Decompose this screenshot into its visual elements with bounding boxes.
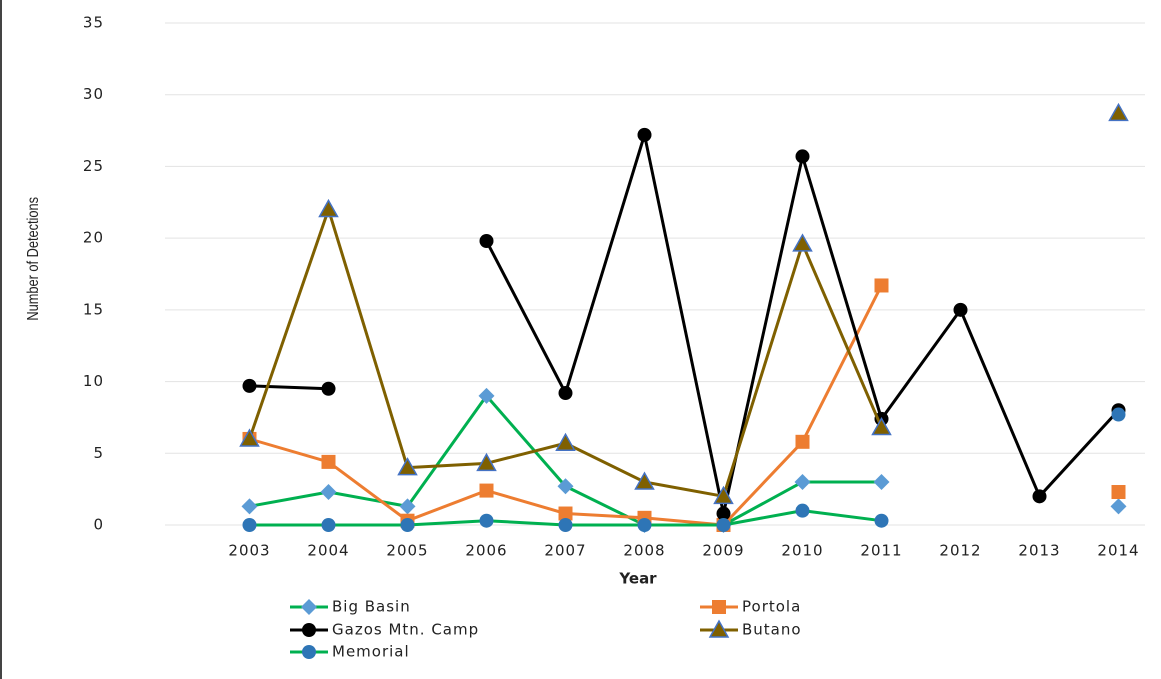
marker (479, 483, 494, 498)
y-tick-label: 25 (83, 157, 104, 175)
legend-marker (708, 619, 730, 638)
marker (242, 518, 257, 532)
y-tick-label: 35 (83, 14, 104, 32)
x-tick-label: 2005 (386, 542, 428, 560)
marker (557, 478, 574, 495)
x-tick-label: 2014 (1097, 542, 1139, 560)
legend-marker (302, 645, 316, 659)
marker (318, 198, 339, 218)
x-tick-label: 2007 (544, 542, 586, 560)
y-tick-label: 15 (83, 300, 104, 318)
marker (558, 386, 573, 401)
marker (321, 381, 336, 396)
legend-marker (712, 600, 726, 614)
legend-label: Memorial (332, 643, 410, 661)
marker (1111, 485, 1126, 500)
series (239, 102, 1129, 505)
marker (953, 302, 968, 317)
marker (558, 506, 573, 521)
y-tick-label: 30 (83, 85, 104, 103)
marker (478, 387, 495, 404)
marker (795, 434, 810, 449)
marker (716, 518, 731, 532)
y-axis-label: Number of Detections (25, 197, 43, 321)
x-axis-label: Year (618, 570, 657, 588)
y-tick-label: 20 (83, 229, 104, 247)
marker (479, 513, 494, 528)
marker (792, 233, 813, 252)
marker (637, 127, 652, 142)
y-tick-label: 5 (93, 444, 104, 462)
marker (1108, 102, 1129, 122)
y-tick-label: 10 (83, 372, 104, 390)
marker (873, 473, 890, 490)
marker (320, 484, 337, 501)
marker (321, 518, 336, 532)
marker (716, 506, 731, 521)
series (242, 407, 1126, 532)
marker (1032, 489, 1047, 504)
x-tick-label: 2012 (939, 542, 981, 560)
marker (1110, 498, 1127, 515)
x-tick-label: 2003 (228, 542, 270, 560)
x-tick-label: 2009 (702, 542, 744, 560)
legend-label: Butano (742, 621, 802, 639)
x-tick-label: 2013 (1018, 542, 1060, 560)
legend-label: Big Basin (332, 598, 411, 616)
legend-marker (301, 599, 317, 615)
marker (555, 432, 576, 451)
marker (400, 518, 415, 532)
marker (874, 513, 889, 528)
marker (239, 428, 260, 447)
marker (321, 454, 336, 469)
x-tick-label: 2011 (860, 542, 902, 560)
marker (874, 278, 889, 293)
marker (795, 149, 810, 164)
marker (795, 503, 810, 518)
marker (637, 518, 652, 532)
x-tick-label: 2004 (307, 542, 349, 560)
legend-marker (302, 623, 316, 637)
marker (558, 518, 573, 532)
marker (476, 452, 497, 472)
marker (713, 485, 734, 505)
marker (241, 498, 258, 515)
marker (242, 378, 257, 393)
marker (1111, 407, 1126, 422)
y-tick-label: 0 (93, 516, 104, 534)
marker (634, 471, 655, 490)
legend-label: Gazos Mtn. Camp (332, 621, 479, 639)
x-tick-label: 2008 (623, 542, 665, 560)
marker (479, 234, 494, 249)
x-tick-label: 2010 (781, 542, 823, 560)
x-tick-label: 2006 (465, 542, 507, 560)
marker (794, 473, 811, 490)
series-line (249, 384, 329, 391)
legend-label: Portola (742, 598, 801, 616)
marker (871, 416, 892, 436)
marker (397, 457, 418, 476)
marker (399, 498, 416, 515)
